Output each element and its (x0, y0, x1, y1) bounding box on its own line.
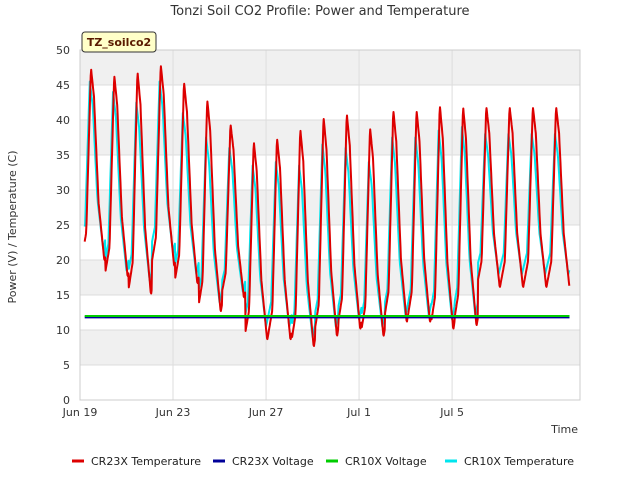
x-tick-label: Jul 1 (346, 406, 371, 419)
badge-label: TZ_soilco2 (87, 36, 151, 49)
x-tick-label: Jul 5 (439, 406, 464, 419)
y-axis-ticks: 0 5 10 15 20 25 30 35 40 45 50 (56, 44, 70, 407)
y-tick-label: 40 (56, 114, 70, 127)
y-axis-label: Power (V) / Temperature (C) (6, 150, 19, 303)
series-cr23x-temperature (83, 65, 571, 347)
y-tick-label: 30 (56, 184, 70, 197)
x-axis-label: Time (550, 423, 578, 436)
x-tick-label: Jun 19 (62, 406, 98, 419)
plot-frame (79, 49, 581, 401)
y-tick-label: 0 (63, 394, 70, 407)
x-tick-label: Jun 27 (248, 406, 284, 419)
background-band (80, 330, 580, 365)
series-layer (83, 65, 571, 347)
y-tick-label: 5 (63, 359, 70, 372)
y-tick-label: 45 (56, 79, 70, 92)
x-tick-label: Jun 23 (155, 406, 191, 419)
legend-label: CR10X Temperature (464, 455, 574, 468)
y-tick-label: 20 (56, 254, 70, 267)
chart-title: Tonzi Soil CO2 Profile: Power and Temper… (169, 4, 469, 19)
legend-label: CR23X Temperature (91, 455, 201, 468)
y-tick-label: 10 (56, 324, 70, 337)
background-band (80, 120, 580, 155)
y-tick-label: 35 (56, 149, 70, 162)
site-badge: TZ_soilco2 (81, 31, 157, 53)
badge-box (81, 31, 157, 53)
series-cr10x-temperature (83, 80, 571, 338)
background-band (80, 50, 580, 85)
legend-label: CR23X Voltage (232, 455, 314, 468)
x-axis-ticks: Jun 19 Jun 23 Jun 27 Jul 1 Jul 5 (62, 406, 464, 419)
y-tick-label: 25 (56, 219, 70, 232)
legend: CR23X Temperature CR23X Voltage CR10X Volt… (72, 455, 574, 468)
legend-label: CR10X Voltage (345, 455, 427, 468)
y-tick-label: 15 (56, 289, 70, 302)
y-tick-label: 50 (56, 44, 70, 57)
